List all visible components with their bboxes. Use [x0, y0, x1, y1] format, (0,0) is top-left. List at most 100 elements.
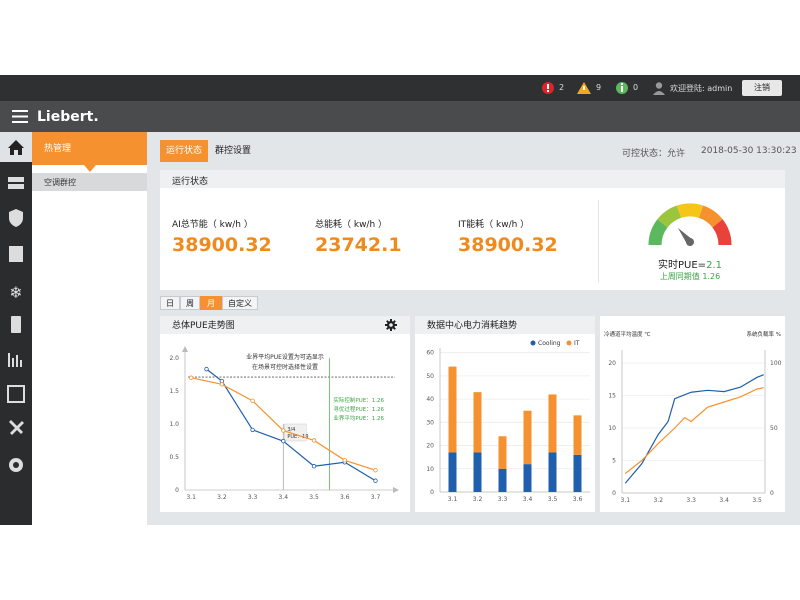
x-tick-label: 3.3 [498, 496, 508, 503]
axis-arrow [393, 487, 399, 493]
x-tick-label: 3.4 [719, 497, 729, 504]
y2-tick-label: 100 [770, 360, 782, 367]
tooltip-text: PUE：19 [287, 434, 308, 440]
svg-text:❄: ❄ [9, 283, 22, 302]
series-line [624, 374, 764, 484]
legend-label: IT [574, 340, 580, 347]
logout-button[interactable]: 注销 [742, 80, 782, 96]
x-tick-label: 3.6 [573, 496, 583, 503]
status-panel: 运行状态 AI总节能（ kw/h ） 38900.32 总能耗（ kw/h ） … [160, 170, 785, 290]
chart-panel: 数据中心电力消耗趋势 0 10 20 30 40 50 60 3.1 3.2 3.3 3.4 3.5 3.… [415, 316, 595, 512]
icon-sidebar: ❄ [0, 132, 32, 525]
pue-value: 2.1 [706, 260, 722, 271]
annotation: 业界平均PUE设置为可选显示 [246, 353, 324, 361]
datetime: 2018-05-30 13:30:23 [701, 146, 797, 156]
tab[interactable]: 运行状态 [160, 140, 209, 162]
chart-title: 数据中心电力消耗趋势 [427, 319, 517, 331]
point [281, 438, 286, 444]
point [311, 464, 317, 469]
series-line [624, 387, 764, 474]
metric-value: 38900.32 [172, 234, 272, 256]
x-tick-label: 3.1 [448, 496, 458, 503]
sidebar-icons: ❄ [0, 132, 32, 472]
x-tick-label: 3.3 [686, 497, 696, 504]
bar [523, 410, 532, 465]
point [219, 382, 225, 387]
control-status: 可控状态：允许 [622, 149, 686, 159]
chart: 总体PUE走势图 0 0.5 1.0 1.5 2.0 3.1 3.2 3.3 3.4 3.5 3.6 3… [160, 316, 410, 501]
y-tick-label: 2.0 [169, 355, 179, 362]
point [250, 398, 255, 404]
marker-label: 实际控制PUE：1.26 [333, 396, 384, 404]
y-tick-label: 15 [608, 393, 616, 400]
y-tick-label: 0 [430, 489, 434, 496]
divider [598, 200, 599, 282]
y2-axis-label: 系统负载率 % [747, 330, 781, 338]
y-tick-label: 0 [612, 490, 616, 497]
axis-arrow [182, 346, 188, 352]
y-tick-label: 20 [426, 443, 434, 450]
x-tick-label: 3.2 [473, 496, 483, 503]
y-tick-label: 0.5 [169, 454, 179, 461]
bar [498, 468, 507, 492]
x-tick-label: 3.5 [309, 494, 319, 501]
chart-panel: 总体PUE走势图 0 0.5 1.0 1.5 2.0 3.1 3.2 3.3 3.4 3.5 3.6 3… [160, 316, 410, 512]
metric-value: 38900.32 [458, 234, 558, 256]
x-tick-label: 3.5 [548, 496, 558, 503]
y-tick-label: 10 [608, 425, 616, 432]
menu-section[interactable]: 热管理 [32, 132, 147, 165]
y-tick-label: 5 [612, 458, 616, 465]
pue-gauge [648, 203, 732, 246]
alert-count[interactable]: 9 [596, 83, 602, 92]
bar [573, 415, 582, 455]
bar [473, 452, 482, 492]
range-tab[interactable]: 日 [160, 296, 180, 310]
marker-label: 业界平均PUE：1.26 [333, 414, 384, 422]
range-tab[interactable]: 月 [200, 296, 222, 310]
y2-tick-label: 50 [770, 425, 778, 432]
chart: 冷通道平均温度 ℃ 系统负载率 % 0 5 10 15 20 0 50 100 3.1 3.2 3.3 3… [604, 330, 782, 504]
y2-tick-label: 0 [770, 490, 774, 497]
range-tab[interactable]: 周 [180, 296, 200, 310]
point [188, 375, 194, 380]
menu-icon[interactable] [12, 110, 28, 123]
main-area: 运行状态 群控设置 可控状态：允许 2018-05-30 13:30:23 运行… [147, 132, 800, 525]
tooltip-label: 3/4 [287, 427, 295, 433]
x-tick-label: 3.5 [752, 497, 762, 504]
x-tick-label: 3.2 [217, 494, 227, 501]
annotation: 在场景可控时选择性设置 [252, 363, 318, 371]
y-tick-label: 50 [426, 373, 434, 380]
point [373, 467, 378, 473]
metric-label: IT能耗（ kw/h ） [458, 220, 530, 230]
bar [498, 436, 507, 469]
top-bar: 2 9 0 欢迎登陆: admin 注销 [0, 75, 800, 101]
x-tick-label: 3.2 [653, 497, 663, 504]
bar [548, 452, 557, 492]
legend-swatch [566, 340, 572, 346]
x-tick-label: 3.1 [186, 494, 196, 501]
bar [448, 452, 457, 492]
range-tab[interactable]: 自定义 [222, 296, 258, 310]
panel-title: 运行状态 [160, 170, 785, 188]
x-tick-label: 3.6 [340, 494, 350, 501]
bar [473, 392, 482, 453]
tab[interactable]: 群控设置 [215, 146, 252, 156]
welcome: 欢迎登陆: admin [670, 84, 733, 93]
metric-label: 总能耗（ kw/h ） [315, 220, 388, 230]
y-tick-label: 20 [608, 360, 616, 367]
chart: 数据中心电力消耗趋势 0 10 20 30 40 50 60 3.1 3.2 3.3 3.4 3.5 3.… [415, 316, 595, 503]
point [373, 478, 378, 483]
point [342, 458, 347, 463]
alert-count[interactable]: 0 [633, 83, 639, 92]
metric-label: AI总节能（ kw/h ） [172, 220, 253, 230]
y-tick-label: 60 [426, 350, 434, 357]
alert-icons [542, 82, 628, 94]
metric-value: 23742.1 [315, 234, 402, 256]
bar [448, 366, 457, 453]
bar [573, 454, 582, 492]
menu-item[interactable]: 空调群控 [32, 173, 147, 191]
alert-count[interactable]: 2 [559, 83, 565, 92]
point [250, 427, 255, 433]
chart-panel: 冷通道平均温度 ℃ 系统负载率 % 0 5 10 15 20 0 50 100 3.1 3.2 3.3 3… [600, 316, 785, 512]
